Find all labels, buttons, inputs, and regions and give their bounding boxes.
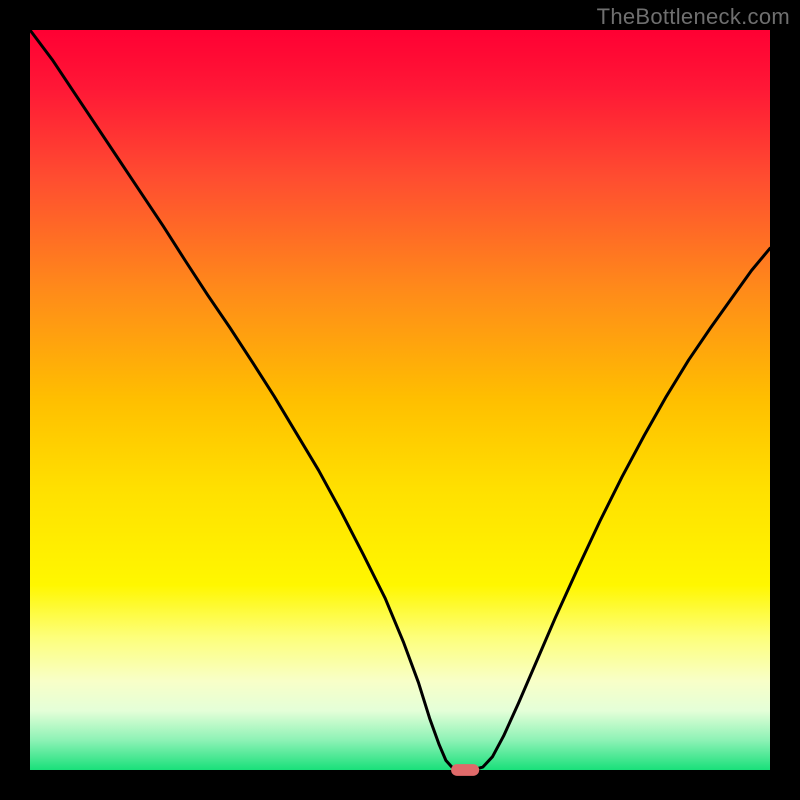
gradient-background <box>30 30 770 770</box>
optimal-marker <box>451 764 479 776</box>
bottleneck-chart <box>0 0 800 800</box>
